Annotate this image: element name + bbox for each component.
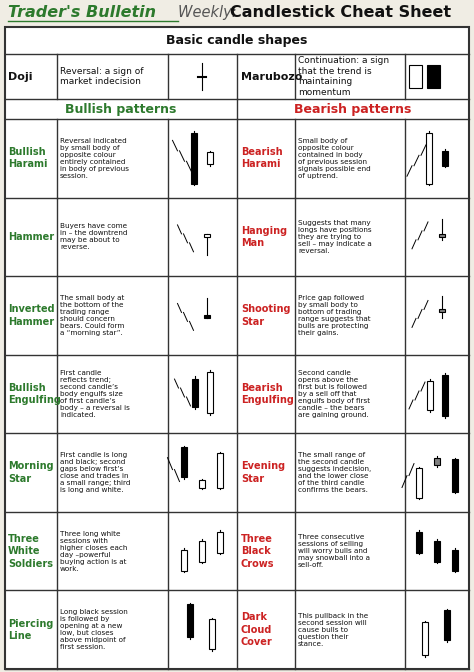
Text: Morning
Star: Morning Star xyxy=(8,462,54,484)
Text: Doji: Doji xyxy=(8,71,33,81)
Bar xyxy=(439,234,445,237)
Bar xyxy=(200,541,206,562)
Bar xyxy=(416,468,422,498)
Bar xyxy=(191,133,198,183)
Bar xyxy=(439,310,445,312)
Text: Reversal indicated
by small body of
opposite colour
entirely contained
in body o: Reversal indicated by small body of oppo… xyxy=(60,138,129,179)
Text: Three
White
Soldiers: Three White Soldiers xyxy=(8,534,53,569)
Text: Three long white
sessions with
higher closes each
day –powerful
buying action is: Three long white sessions with higher cl… xyxy=(60,531,128,572)
Bar xyxy=(427,65,440,89)
Text: First candle is long
and black; second
gaps below first’s
close and trades in
a : First candle is long and black; second g… xyxy=(60,452,130,493)
Bar xyxy=(422,622,428,655)
Text: Marubozo: Marubozo xyxy=(241,71,302,81)
Bar xyxy=(204,315,210,319)
Bar xyxy=(210,620,216,649)
Bar xyxy=(427,380,433,411)
Text: Three
Black
Crows: Three Black Crows xyxy=(241,534,274,569)
Text: Reversal: a sign of
market indecision: Reversal: a sign of market indecision xyxy=(60,67,144,86)
Text: The small body at
the bottom of the
trading range
should concern
bears. Could fo: The small body at the bottom of the trad… xyxy=(60,295,124,336)
Text: Candlestick Cheat Sheet: Candlestick Cheat Sheet xyxy=(230,5,451,20)
Text: Small body of
opposite colour
contained in body
of previous session
signals poss: Small body of opposite colour contained … xyxy=(298,138,371,179)
Text: Evening
Star: Evening Star xyxy=(241,462,285,484)
Text: Bearish
Engulfing: Bearish Engulfing xyxy=(241,383,294,405)
Text: Price gap followed
by small body to
bottom of trading
range suggests that
bulls : Price gap followed by small body to bott… xyxy=(298,295,371,336)
Bar xyxy=(188,604,193,637)
Text: Hammer: Hammer xyxy=(8,232,54,242)
Bar xyxy=(444,610,450,640)
Text: Long black session
is followed by
opening at a new
low, but closes
above midpoin: Long black session is followed by openin… xyxy=(60,610,128,650)
Bar xyxy=(200,480,206,487)
Text: Buyers have come
in – the downtrend
may be about to
reverse.: Buyers have come in – the downtrend may … xyxy=(60,223,128,251)
Bar xyxy=(434,458,440,465)
Text: Continuation: a sign
that the trend is
maintaining
momentum: Continuation: a sign that the trend is m… xyxy=(298,56,389,97)
Text: Inverted
Hammer: Inverted Hammer xyxy=(8,304,55,327)
Text: Bullish
Engulfing: Bullish Engulfing xyxy=(8,383,61,405)
Bar xyxy=(218,532,224,552)
Bar xyxy=(218,453,224,487)
Text: Basic candle shapes: Basic candle shapes xyxy=(166,34,308,47)
Bar xyxy=(442,151,448,166)
Bar xyxy=(409,65,422,89)
Bar xyxy=(452,550,458,571)
Bar xyxy=(192,379,199,407)
Text: This pullback in the
second session will
cause bulls to
question their
stance.: This pullback in the second session will… xyxy=(298,613,368,646)
Text: Weekly:: Weekly: xyxy=(178,5,241,20)
Bar xyxy=(452,459,458,492)
Text: Three consecutive
sessions of selling
will worry bulls and
may snowball into a
s: Three consecutive sessions of selling wi… xyxy=(298,534,370,568)
Bar xyxy=(416,532,422,552)
Text: Hanging
Man: Hanging Man xyxy=(241,226,287,248)
Text: The small range of
the second candle
suggests indecision,
and the lower close
of: The small range of the second candle sug… xyxy=(298,452,371,493)
Text: Bullish patterns: Bullish patterns xyxy=(65,103,177,116)
Text: Bearish patterns: Bearish patterns xyxy=(294,103,412,116)
Bar xyxy=(208,372,213,413)
Text: Bullish
Harami: Bullish Harami xyxy=(8,147,47,169)
Text: Trader's Bulletin: Trader's Bulletin xyxy=(8,5,162,20)
Bar xyxy=(182,550,188,571)
Bar xyxy=(204,234,210,237)
Bar xyxy=(182,447,188,477)
Bar xyxy=(208,153,213,164)
Text: Suggests that many
longs have positions
they are trying to
sell – may indicate a: Suggests that many longs have positions … xyxy=(298,220,372,254)
Text: Second candle
opens above the
first but is followed
by a sell off that
engulfs b: Second candle opens above the first but … xyxy=(298,370,370,418)
Text: First candle
reflects trend;
second candle’s
body engulfs size
of first candle’s: First candle reflects trend; second cand… xyxy=(60,370,130,418)
Bar xyxy=(442,374,448,417)
Text: Bearish
Harami: Bearish Harami xyxy=(241,147,283,169)
Text: Piercing
Line: Piercing Line xyxy=(8,618,54,641)
Text: Dark
Cloud
Cover: Dark Cloud Cover xyxy=(241,612,273,647)
Text: Shooting
Star: Shooting Star xyxy=(241,304,291,327)
Bar xyxy=(426,133,432,183)
Bar xyxy=(434,541,440,562)
